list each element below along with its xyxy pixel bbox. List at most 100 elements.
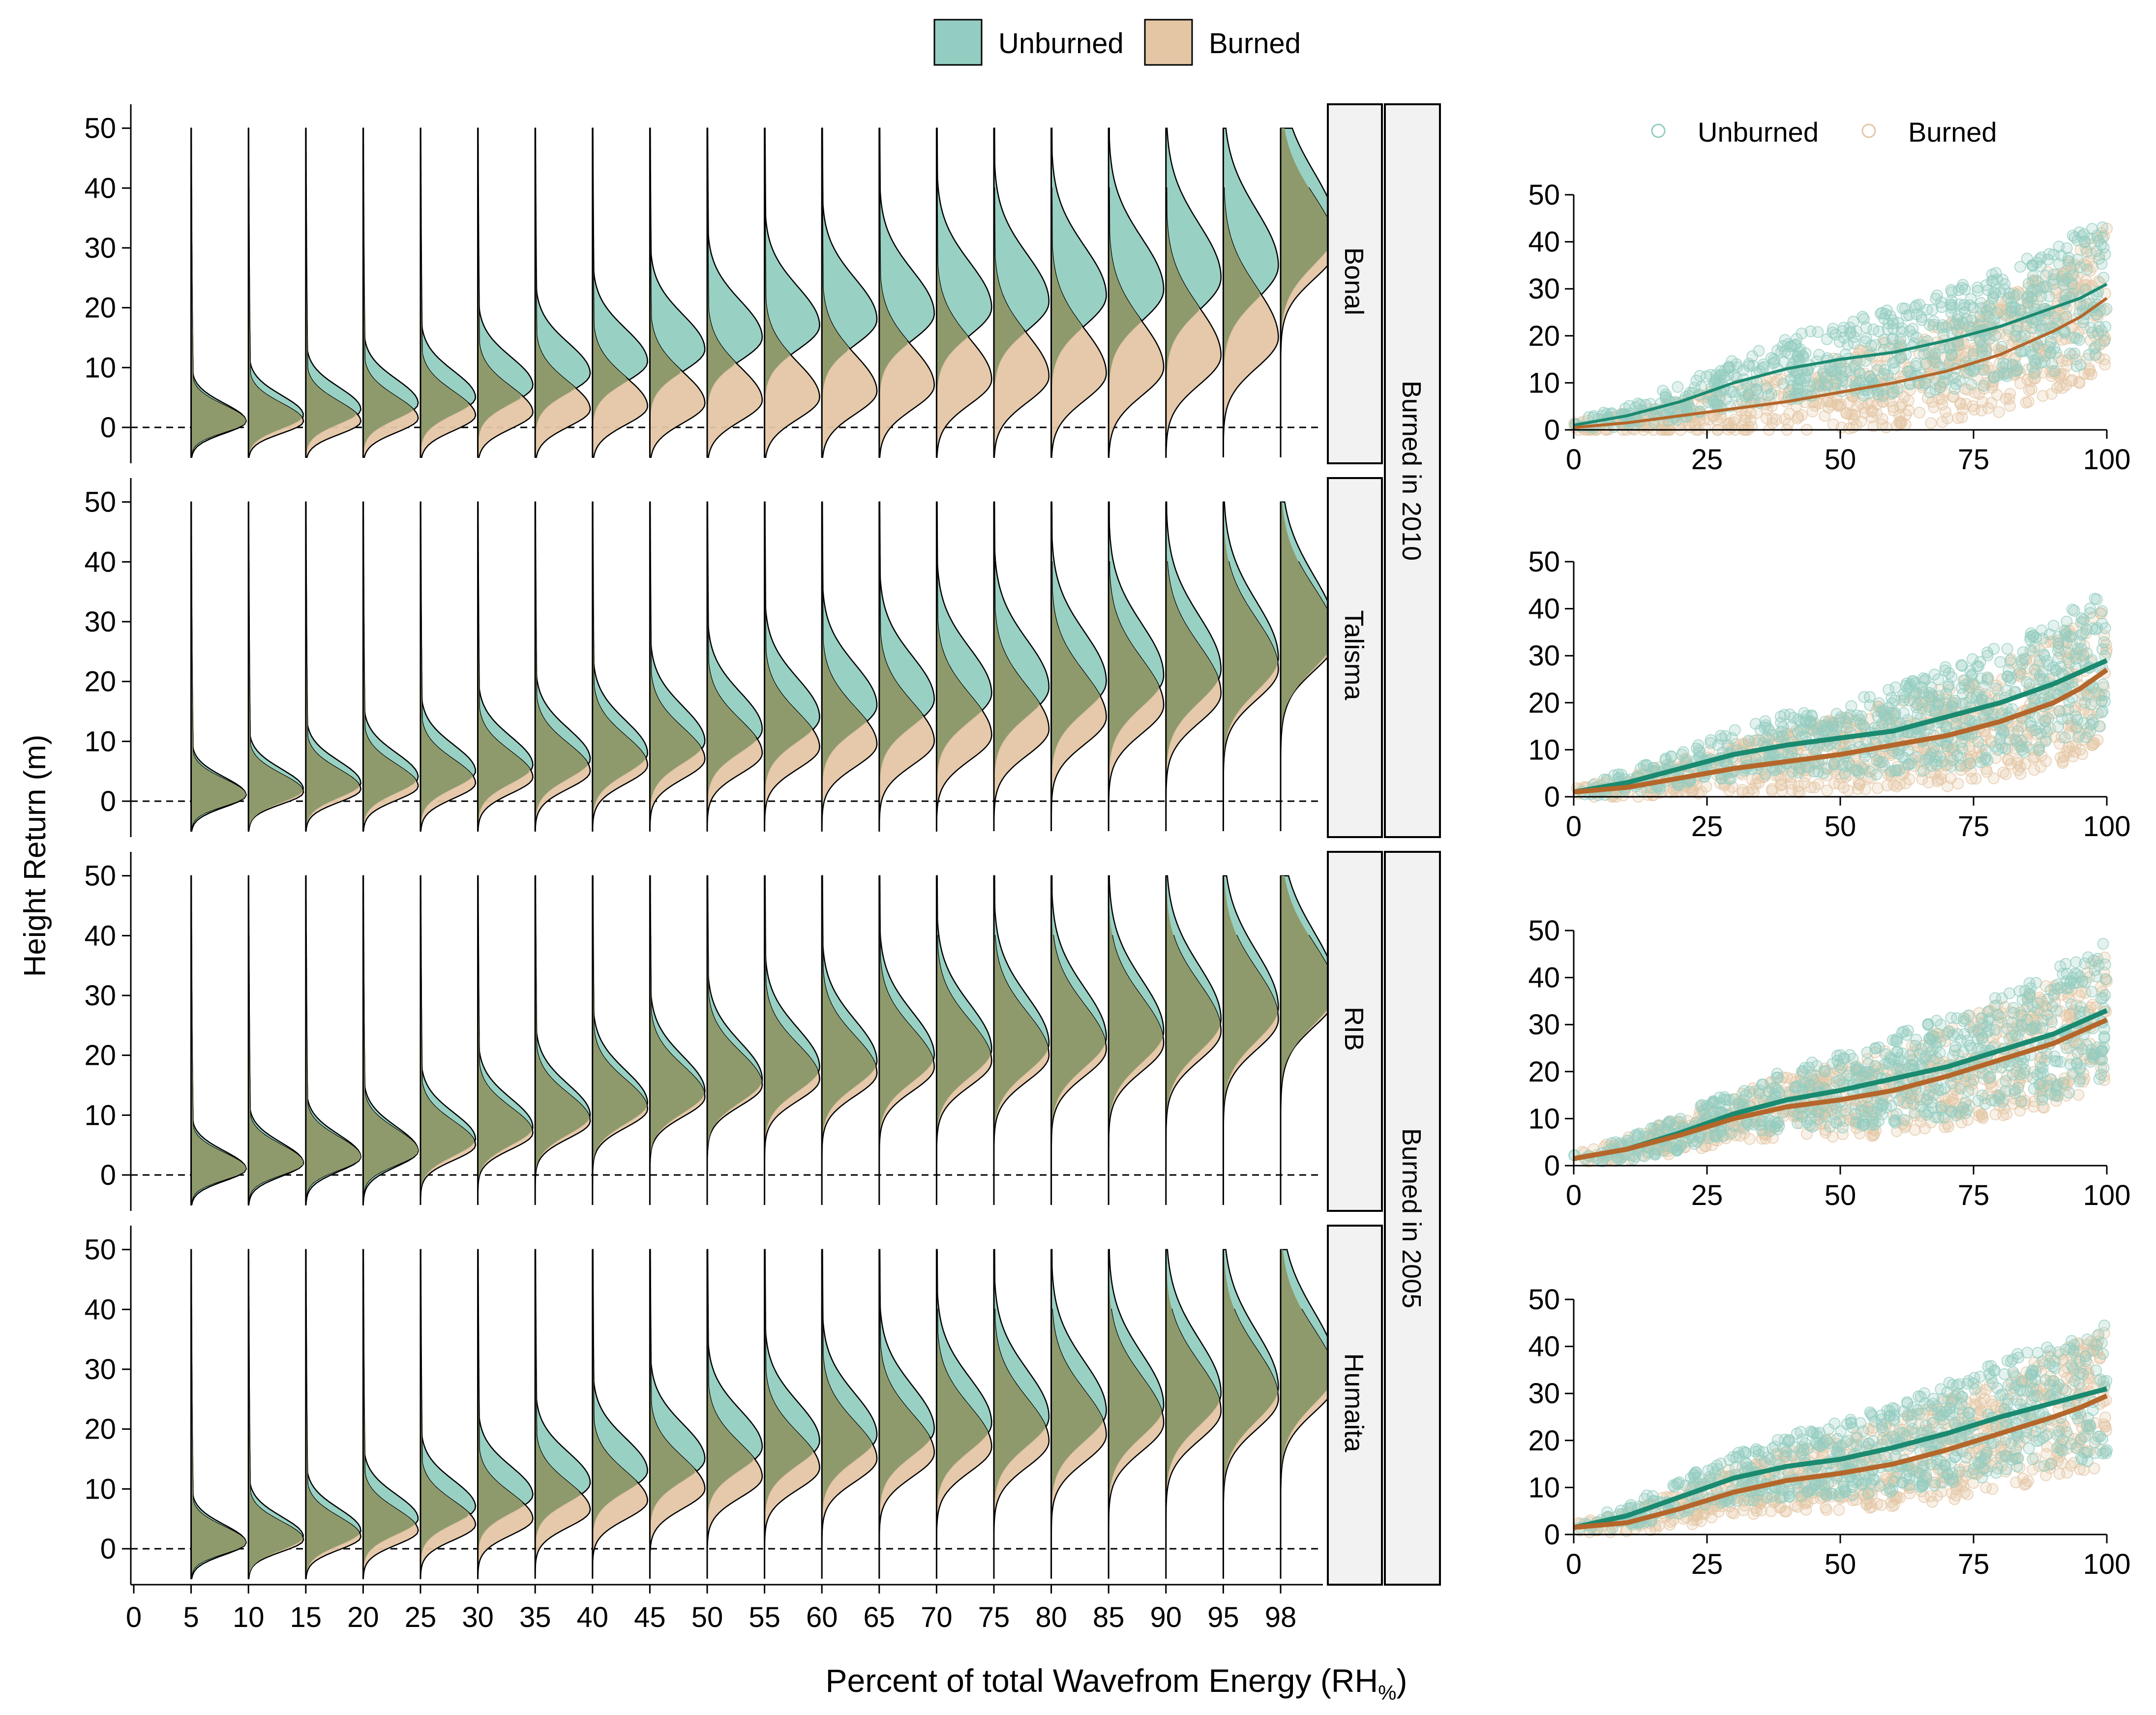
y-tick-label: 20 (84, 292, 116, 324)
density-rh-20 (362, 1249, 419, 1580)
scatter-point-unburned (1956, 282, 1968, 294)
scatter-point-burned (1761, 412, 1773, 424)
scatter-point-burned (1935, 773, 1947, 785)
scatter-point-unburned (1749, 734, 1761, 747)
scatter-point-unburned (1920, 1094, 1933, 1106)
density-overlap (363, 502, 416, 831)
scatter-point-unburned (2084, 602, 2096, 615)
scatter-point-unburned (1777, 721, 1789, 733)
density-overlap (764, 1249, 813, 1579)
scatter-point-unburned (1902, 1024, 1914, 1037)
density-rh-80 (1050, 127, 1107, 458)
density-rh-50 (706, 875, 763, 1205)
scatter-point-burned (1742, 421, 1755, 433)
scatter-point-unburned (2070, 956, 2082, 968)
x-tick-label: 10 (233, 1601, 265, 1633)
density-overlap (879, 1249, 930, 1579)
scatter-point-unburned (1876, 1109, 1888, 1121)
density-overlap (1281, 502, 1336, 831)
density-rh-15 (305, 127, 362, 458)
scatter-point-unburned (1848, 331, 1860, 343)
density-rh-90 (1165, 1249, 1222, 1579)
x-tick-label: 75 (978, 1601, 1010, 1633)
scatter-point-unburned (2053, 258, 2066, 270)
scatter-point-unburned (1857, 719, 1869, 731)
scatter-point-unburned (2034, 282, 2046, 294)
y-tick-label: 40 (84, 172, 116, 204)
scatter-point-unburned (2099, 973, 2112, 985)
scatter-point-unburned (1731, 358, 1743, 370)
density-overlap (650, 875, 704, 1205)
scatter-point-unburned (2032, 997, 2044, 1009)
scatter-point-unburned (2095, 1069, 2107, 1081)
scatter-point-burned (2040, 755, 2052, 767)
scatter-point-unburned (2061, 982, 2073, 994)
density-rh-95 (1222, 501, 1279, 831)
density-overlap (1108, 1249, 1162, 1579)
scatter-point-burned (1792, 785, 1804, 797)
scatter-point-burned (1894, 415, 1906, 427)
scatter-point-burned (1985, 397, 1998, 409)
density-overlap (764, 502, 812, 831)
scatter-x-tick-label: 50 (1825, 811, 1857, 842)
scatter-point-burned (1750, 407, 1763, 419)
density-overlap (191, 128, 246, 457)
scatter-point-burned (1902, 394, 1915, 407)
scatter-point-burned (1976, 1109, 1988, 1120)
x-tick-label: 55 (749, 1601, 780, 1633)
density-overlap (936, 1249, 988, 1579)
scatter-point-unburned (1857, 390, 1870, 402)
scatter-point-unburned (1725, 386, 1737, 398)
scatter-point-burned (1766, 783, 1778, 795)
scatter-point-unburned (1750, 752, 1762, 765)
scatter-point-unburned (1928, 319, 1940, 331)
y-tick-label: 10 (84, 1099, 116, 1131)
scatter-point-unburned (2070, 647, 2082, 660)
y-tick-label: 20 (84, 1414, 116, 1445)
scatter-y-tick-label: 20 (1528, 320, 1560, 352)
scatter-point-burned (2002, 753, 2014, 765)
scatter-point-unburned (2008, 290, 2020, 302)
scatter-point-unburned (1857, 311, 1869, 323)
scatter-point-unburned (2087, 954, 2099, 966)
scatter-point-unburned (2007, 1007, 2020, 1019)
scatter-point-unburned (2044, 984, 2057, 996)
scatter-point-unburned (1645, 1122, 1657, 1135)
scatter-point-unburned (1694, 370, 1706, 382)
scatter-point-unburned (1939, 664, 1951, 677)
density-rh-40 (592, 1249, 649, 1579)
scatter-point-unburned (1776, 731, 1788, 743)
x-tick-label: 30 (462, 1601, 494, 1633)
density-overlap (1051, 128, 1082, 457)
scatter-x-tick-label: 0 (1566, 1179, 1582, 1211)
scatter-point-burned (1867, 420, 1880, 432)
scatter-point-unburned (1977, 1067, 1989, 1079)
scatter-point-unburned (1979, 752, 1992, 764)
scatter-point-burned (1922, 777, 1935, 788)
density-overlap (592, 128, 629, 457)
y-tick-label: 30 (84, 606, 116, 638)
density-rh-10 (247, 501, 304, 832)
density-overlap (1051, 1249, 1104, 1579)
density-rh-45 (649, 1249, 706, 1579)
scatter-point-unburned (1902, 758, 1915, 771)
scatter-point-unburned (1913, 688, 1925, 700)
density-overlap (363, 128, 414, 457)
scatter-point-unburned (1998, 283, 2010, 296)
density-rh-70 (935, 127, 992, 458)
scatter-point-unburned (2006, 305, 2018, 317)
scatter-point-unburned (1976, 346, 1988, 358)
density-rh-25 (419, 875, 477, 1205)
density-overlap (994, 502, 1040, 831)
density-overlap (248, 1249, 303, 1579)
density-overlap (305, 502, 359, 831)
scatter-legend-label-burned: Burned (1908, 117, 1997, 148)
density-rh-55 (764, 1249, 820, 1579)
scatter-point-unburned (1659, 391, 1672, 404)
scatter-point-unburned (1873, 1041, 1885, 1053)
scatter-y-tick-label: 50 (1528, 546, 1560, 578)
density-overlap (1166, 128, 1199, 457)
density-rh-35 (534, 1249, 591, 1579)
density-rh-65 (878, 875, 935, 1205)
